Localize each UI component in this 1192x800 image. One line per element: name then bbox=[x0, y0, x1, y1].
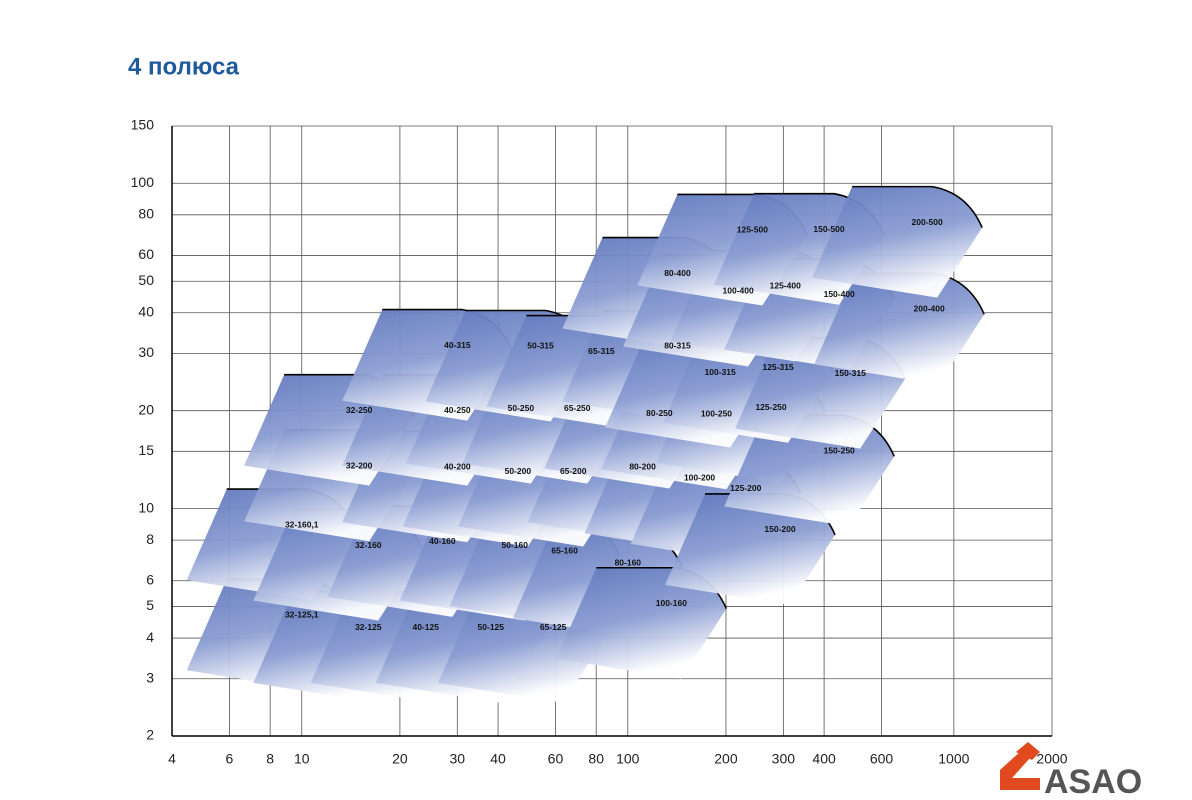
x-tick-label: 6 bbox=[226, 751, 234, 767]
region-label: 40-250 bbox=[444, 405, 471, 415]
region-label: 50-315 bbox=[527, 341, 554, 351]
x-tick-label: 100 bbox=[616, 751, 640, 767]
region-label: 100-160 bbox=[656, 598, 687, 608]
x-tick-label: 600 bbox=[870, 751, 894, 767]
region-label: 50-250 bbox=[508, 403, 535, 413]
x-tick-label: 4 bbox=[168, 751, 176, 767]
region-label: 80-200 bbox=[629, 462, 656, 472]
y-tick-label: 40 bbox=[138, 303, 154, 319]
x-tick-label: 2000 bbox=[1036, 751, 1067, 767]
axes: 4 6 8 10 20 30 40 60 80 100 200 300 400 600 1000 2000 2 3… bbox=[131, 117, 1068, 767]
region-label: 100-250 bbox=[701, 409, 732, 419]
region bbox=[556, 567, 727, 679]
y-tick-label: 80 bbox=[138, 206, 154, 222]
x-tick-label: 30 bbox=[450, 751, 466, 767]
region-label: 200-400 bbox=[914, 304, 945, 314]
region bbox=[812, 186, 983, 298]
logo: ASAO bbox=[1000, 742, 1142, 800]
y-tick-label: 150 bbox=[131, 117, 155, 133]
y-tick-label: 2 bbox=[146, 727, 154, 743]
region-label: 32-160 bbox=[355, 540, 382, 550]
region-label: 100-400 bbox=[723, 286, 754, 296]
region-label: 100-315 bbox=[705, 367, 736, 377]
x-tick-label: 40 bbox=[490, 751, 506, 767]
x-tick-label: 400 bbox=[812, 751, 836, 767]
region-curve bbox=[852, 185, 983, 228]
y-tick-label: 6 bbox=[146, 571, 154, 587]
region-label: 200-500 bbox=[912, 217, 943, 227]
region-label: 150-500 bbox=[813, 224, 844, 234]
y-tick-label: 4 bbox=[146, 629, 154, 645]
chart-title: 4 полюса bbox=[128, 53, 240, 80]
region-label: 125-315 bbox=[762, 362, 793, 372]
regions: 32-125,1 32-125 40-125 50-125 65-125 32-160,1… bbox=[186, 185, 985, 703]
y-tick-label: 10 bbox=[138, 499, 154, 515]
y-tick-label: 100 bbox=[131, 174, 155, 190]
region-label: 40-125 bbox=[412, 622, 439, 632]
x-tick-label: 20 bbox=[392, 751, 408, 767]
logo-text: ASAO bbox=[1044, 763, 1142, 800]
region-label: 150-400 bbox=[824, 289, 855, 299]
region-label: 80-315 bbox=[664, 341, 691, 351]
y-tick-label: 30 bbox=[138, 344, 154, 360]
x-tick-label: 80 bbox=[588, 751, 604, 767]
region-label: 100-200 bbox=[684, 472, 715, 482]
region-label: 32-125,1 bbox=[285, 610, 319, 620]
region-label: 32-125 bbox=[355, 622, 382, 632]
y-tick-label: 5 bbox=[146, 597, 154, 613]
region-label: 150-315 bbox=[835, 368, 866, 378]
region-label: 65-125 bbox=[540, 622, 567, 632]
x-tick-label: 300 bbox=[772, 751, 796, 767]
y-tick-label: 8 bbox=[146, 531, 154, 547]
region-label: 125-250 bbox=[755, 402, 786, 412]
y-tick-label: 15 bbox=[138, 442, 154, 458]
y-tick-label: 20 bbox=[138, 401, 154, 417]
x-tick-label: 10 bbox=[294, 751, 310, 767]
region-label: 32-250 bbox=[346, 405, 373, 415]
region-label: 65-200 bbox=[560, 466, 587, 476]
y-tick-label: 50 bbox=[138, 272, 154, 288]
region bbox=[814, 273, 985, 385]
region-label: 80-400 bbox=[664, 268, 691, 278]
region-label: 50-200 bbox=[505, 466, 532, 476]
region-label: 125-400 bbox=[770, 281, 801, 291]
region-label: 80-160 bbox=[615, 557, 642, 567]
region-label: 65-160 bbox=[551, 545, 578, 555]
region-label: 32-160,1 bbox=[285, 519, 319, 529]
region-label: 150-250 bbox=[824, 446, 855, 456]
region-label: 40-200 bbox=[444, 462, 471, 472]
y-tick-label: 3 bbox=[146, 669, 154, 685]
x-tick-label: 8 bbox=[266, 751, 274, 767]
x-tick-label: 1000 bbox=[938, 751, 969, 767]
logo-mark bbox=[1000, 742, 1040, 790]
region-label: 40-160 bbox=[429, 536, 456, 546]
region-label: 50-125 bbox=[478, 622, 505, 632]
region-label: 150-200 bbox=[764, 524, 795, 534]
x-tick-label: 60 bbox=[548, 751, 564, 767]
region-label: 80-250 bbox=[646, 408, 673, 418]
region-label: 65-315 bbox=[588, 346, 615, 356]
region-label: 125-200 bbox=[730, 483, 761, 493]
region-label: 65-250 bbox=[564, 403, 591, 413]
y-tick-label: 60 bbox=[138, 246, 154, 262]
x-tick-label: 200 bbox=[714, 751, 738, 767]
region-label: 32-200 bbox=[346, 460, 373, 470]
region-label: 50-160 bbox=[501, 540, 528, 550]
region bbox=[665, 493, 836, 605]
region-label: 125-500 bbox=[737, 225, 768, 235]
region-label: 40-315 bbox=[444, 340, 471, 350]
